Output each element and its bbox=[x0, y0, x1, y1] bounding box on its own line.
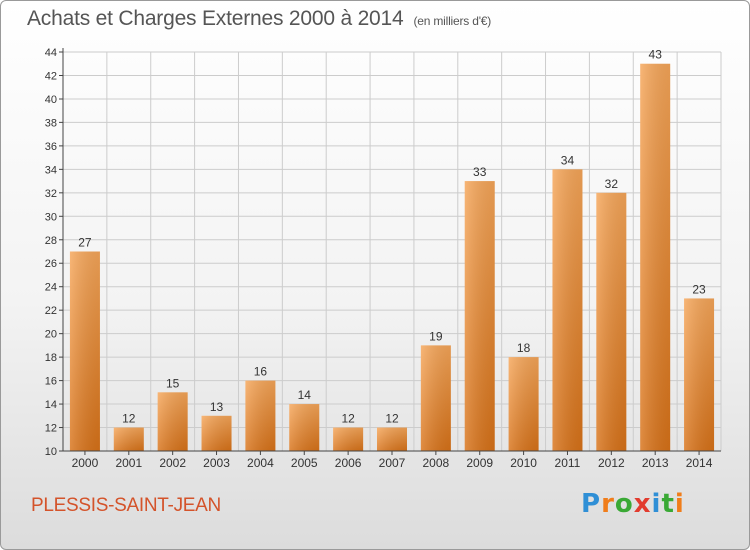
bar-shade bbox=[157, 392, 188, 451]
bar-shade bbox=[201, 415, 232, 451]
bar-shade bbox=[377, 427, 407, 451]
y-tick-label: 32 bbox=[45, 188, 57, 200]
x-tick-label: 2006 bbox=[335, 456, 362, 470]
chart-title: Achats et Charges Externes 2000 à 2014 (e… bbox=[27, 7, 491, 31]
value-label: 34 bbox=[561, 153, 575, 167]
value-label: 12 bbox=[385, 412, 399, 426]
x-tick-label: 2002 bbox=[159, 456, 186, 470]
logo-letter: o bbox=[614, 489, 634, 519]
bar-shade bbox=[245, 380, 276, 451]
y-tick-label: 44 bbox=[45, 47, 57, 59]
bar-shade bbox=[684, 298, 715, 451]
bar-shade bbox=[552, 169, 583, 451]
y-tick-label: 26 bbox=[45, 258, 57, 270]
value-label: 33 bbox=[473, 165, 487, 179]
logo-letter: i bbox=[651, 489, 662, 519]
bars bbox=[69, 63, 715, 452]
y-tick-label: 12 bbox=[45, 423, 57, 435]
x-tick-label: 2013 bbox=[642, 456, 669, 470]
bar-shade bbox=[508, 357, 539, 451]
x-tick-label: 2004 bbox=[247, 456, 274, 470]
value-label: 14 bbox=[298, 388, 312, 402]
axes: 10 12 14 16 18 20 22 24 26 28 30 32 34 36 38 40 42 44 2000… bbox=[45, 47, 721, 470]
y-tick-label: 34 bbox=[45, 164, 57, 176]
y-tick-label: 28 bbox=[45, 235, 57, 247]
value-label: 43 bbox=[649, 48, 663, 62]
x-tick-label: 2008 bbox=[423, 456, 450, 470]
title-text: Achats et Charges Externes 2000 à 2014 bbox=[27, 7, 404, 30]
y-tick-label: 22 bbox=[45, 305, 57, 317]
logo-letter: P bbox=[581, 489, 602, 519]
y-tick-label: 24 bbox=[45, 282, 57, 294]
logo-letter: i bbox=[674, 489, 685, 519]
y-tick-label: 16 bbox=[45, 376, 57, 388]
value-label: 27 bbox=[78, 236, 92, 250]
bar-shade bbox=[113, 427, 144, 451]
y-tick-label: 14 bbox=[45, 399, 57, 411]
bar-shade bbox=[333, 427, 364, 451]
logo-letter: t bbox=[661, 489, 675, 519]
y-tick-label: 36 bbox=[45, 141, 57, 153]
bar-shade bbox=[640, 63, 671, 452]
bar-shade bbox=[420, 345, 451, 451]
value-label: 16 bbox=[254, 365, 268, 379]
value-label: 12 bbox=[341, 412, 355, 426]
bar-shade bbox=[464, 181, 495, 451]
x-tick-label: 2001 bbox=[115, 456, 142, 470]
bar-shade bbox=[69, 251, 100, 451]
y-tick-label: 30 bbox=[45, 211, 57, 223]
logo-letter: r bbox=[601, 489, 615, 519]
x-tick-label: 2007 bbox=[379, 456, 406, 470]
x-tick-label: 2011 bbox=[555, 456, 581, 470]
y-tick-label: 10 bbox=[45, 446, 57, 458]
x-tick-label: 2000 bbox=[72, 456, 99, 470]
bar-shade bbox=[596, 192, 627, 451]
value-label: 18 bbox=[517, 341, 531, 355]
place-name: PLESSIS-SAINT-JEAN bbox=[31, 495, 221, 516]
x-tick-label: 2010 bbox=[510, 456, 537, 470]
y-tick-label: 40 bbox=[45, 94, 57, 106]
x-tick-label: 2005 bbox=[291, 456, 318, 470]
logo-letter: x bbox=[633, 489, 652, 519]
value-label: 12 bbox=[122, 412, 136, 426]
x-tick-label: 2014 bbox=[686, 456, 713, 470]
value-label: 23 bbox=[692, 282, 706, 296]
x-tick-label: 2012 bbox=[598, 456, 625, 470]
x-tick-label: 2003 bbox=[203, 456, 230, 470]
y-tick-label: 20 bbox=[45, 329, 57, 341]
value-label: 19 bbox=[429, 329, 443, 343]
y-tick-label: 38 bbox=[45, 117, 57, 129]
y-tick-label: 42 bbox=[45, 70, 57, 82]
x-tick-label: 2009 bbox=[466, 456, 493, 470]
y-tick-label: 18 bbox=[45, 352, 57, 364]
value-label: 32 bbox=[605, 177, 619, 191]
title-unit: (en milliers d'€) bbox=[413, 14, 492, 28]
proxiti-logo[interactable]: Proxiti bbox=[581, 489, 685, 519]
value-label: 15 bbox=[166, 376, 180, 390]
value-label: 13 bbox=[210, 400, 224, 414]
bar-shade bbox=[289, 404, 320, 451]
value-labels: 27 12 15 13 16 14 12 12 19 33 18 34 32 43 23 bbox=[78, 48, 706, 426]
